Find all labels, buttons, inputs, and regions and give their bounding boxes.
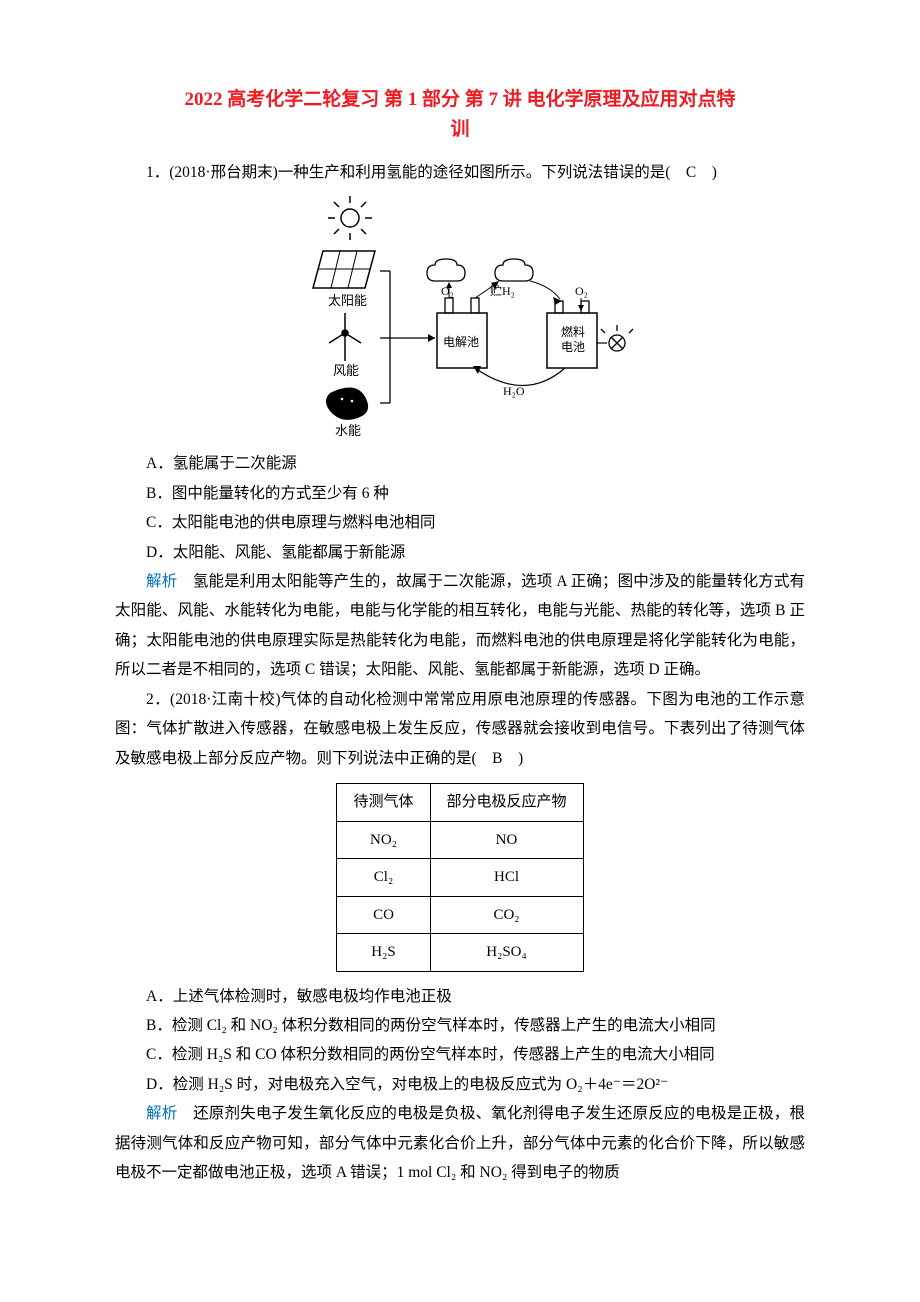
title-line-2: 训 <box>450 119 469 140</box>
table-header-row: 待测气体 部分电极反应产物 <box>337 784 583 822</box>
title-line-1: 2022 高考化学二轮复习 第 1 部分 第 7 讲 电化学原理及应用对点特 <box>184 89 735 110</box>
label-h2o: H₂O <box>503 384 525 398</box>
label-electrolyzer: 电解池 <box>443 335 479 349</box>
table-header: 部分电极反应产物 <box>430 784 583 822</box>
q1-explain: 解析 氢能是利用太阳能等产生的，故属于二次能源，选项 A 正确；图中涉及的能量转… <box>115 567 805 685</box>
q2-explain-text: 还原剂失电子发生氧化反应的电极是负极、氧化剂得电子发生还原反应的电极是正极，根据… <box>115 1105 805 1181</box>
label-fuelcell-1: 燃料 <box>561 324 585 339</box>
table-cell: NO <box>430 821 583 859</box>
q2-opt-c: C．检测 H₂S 和 CO 体积分数相同的两份空气样本时，传感器上产生的电流大小… <box>115 1040 805 1069</box>
arrow-head <box>428 334 435 342</box>
table-row: Cl₂ HCl <box>337 859 583 897</box>
document-title: 2022 高考化学二轮复习 第 1 部分 第 7 讲 电化学原理及应用对点特 训 <box>115 85 805 146</box>
explain-label: 解析 <box>146 573 177 590</box>
q1-opt-a: A．氢能属于二次能源 <box>115 449 805 478</box>
table-cell: CO₂ <box>430 896 583 934</box>
cloud-left-icon <box>427 259 465 281</box>
energy-diagram-svg: 太阳能 风能 水能 <box>285 193 635 443</box>
table-row: H₂S H₂SO₄ <box>337 934 583 972</box>
table-row: CO CO₂ <box>337 896 583 934</box>
table-cell: Cl₂ <box>337 859 430 897</box>
q2-opt-d: D．检测 H₂S 时，对电极充入空气，对电极上的电极反应式为 O₂＋4e⁻＝2O… <box>115 1070 805 1099</box>
q1-explain-text: 氢能是利用太阳能等产生的，故属于二次能源，选项 A 正确；图中涉及的能量转化方式… <box>115 573 805 678</box>
table-cell: HCl <box>430 859 583 897</box>
sun-icon <box>328 196 372 240</box>
q2-opt-b: B．检测 Cl₂ 和 NO₂ 体积分数相同的两份空气样本时，传感器上产生的电流大… <box>115 1011 805 1040</box>
table-cell: H₂SO₄ <box>430 934 583 972</box>
label-o2-right: O₂ <box>575 284 588 298</box>
q2-stem: 2．(2018·江南十校)气体的自动化检测中常常应用原电池原理的传感器。下图为电… <box>115 685 805 773</box>
table-cell: NO₂ <box>337 821 430 859</box>
label-sun: 太阳能 <box>328 293 367 308</box>
q1-opt-d: D．太阳能、风能、氢能都属于新能源 <box>115 538 805 567</box>
document-page: 2022 高考化学二轮复习 第 1 部分 第 7 讲 电化学原理及应用对点特 训… <box>0 0 920 1302</box>
explain-label: 解析 <box>146 1105 177 1122</box>
table-cell: H₂S <box>337 934 430 972</box>
water-icon <box>326 388 368 420</box>
table-cell: CO <box>337 896 430 934</box>
solar-panel-icon <box>313 251 375 288</box>
label-wind: 风能 <box>333 363 359 378</box>
q1-opt-b: B．图中能量转化的方式至少有 6 种 <box>115 479 805 508</box>
q1-stem: 1．(2018·邢台期末)一种生产和利用氢能的途径如图所示。下列说法错误的是( … <box>115 158 805 187</box>
label-water: 水能 <box>335 423 361 438</box>
table-header: 待测气体 <box>337 784 430 822</box>
q1-opt-c: C．太阳能电池的供电原理与燃料电池相同 <box>115 508 805 537</box>
bulb-icon <box>601 325 633 351</box>
electrolyzer-icon <box>437 298 487 368</box>
q2-table: 待测气体 部分电极反应产物 NO₂ NO Cl₂ HCl CO CO₂ H₂S … <box>336 783 583 972</box>
q2-explain: 解析 还原剂失电子发生氧化反应的电极是负极、氧化剂得电子发生还原反应的电极是正极… <box>115 1099 805 1187</box>
cloud-h2-icon <box>495 259 533 281</box>
table-row: NO₂ NO <box>337 821 583 859</box>
wind-icon <box>329 313 361 361</box>
q2-opt-a: A．上述气体检测时，敏感电极均作电池正极 <box>115 982 805 1011</box>
q1-diagram: 太阳能 风能 水能 <box>115 193 805 443</box>
label-fuelcell-2: 电池 <box>561 340 585 354</box>
